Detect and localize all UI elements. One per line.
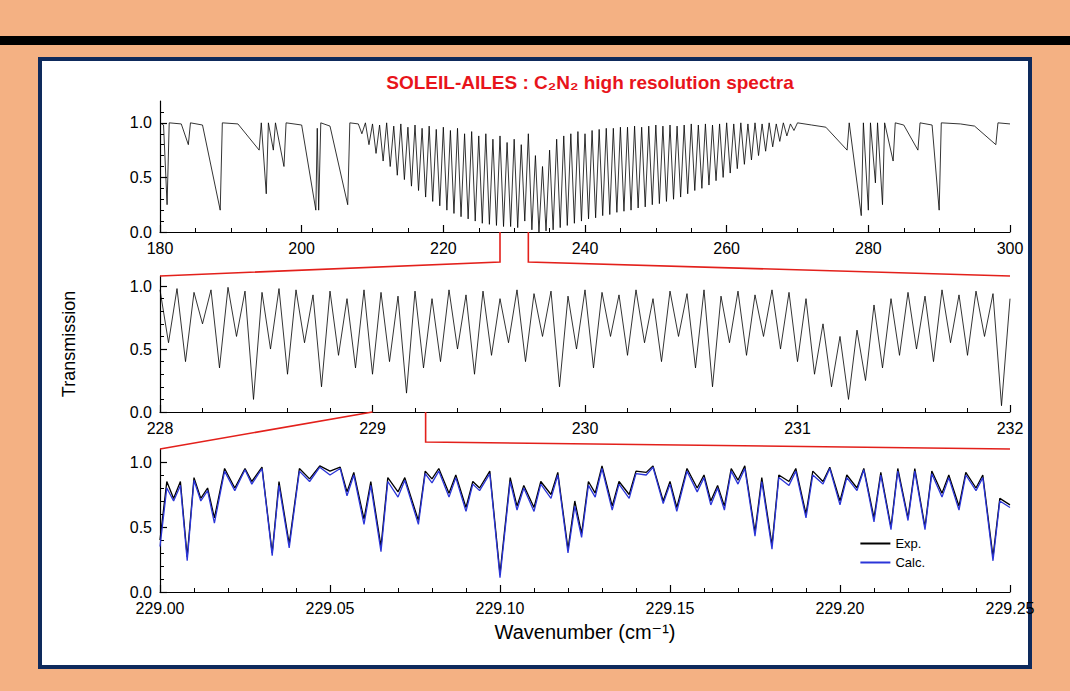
svg-text:260: 260	[713, 240, 740, 257]
svg-text:229.15: 229.15	[646, 600, 695, 617]
svg-text:0.5: 0.5	[130, 169, 152, 186]
svg-text:228: 228	[147, 420, 174, 437]
svg-text:0.0: 0.0	[130, 584, 152, 601]
svg-text:229: 229	[359, 420, 386, 437]
svg-text:240: 240	[572, 240, 599, 257]
svg-text:231: 231	[784, 420, 811, 437]
svg-text:Wavenumber (cm⁻¹): Wavenumber (cm⁻¹)	[495, 621, 676, 643]
svg-text:229.20: 229.20	[816, 600, 865, 617]
svg-text:Calc.: Calc.	[895, 555, 925, 570]
svg-text:1.0: 1.0	[130, 278, 152, 295]
svg-text:Transmission: Transmission	[59, 291, 79, 397]
svg-text:180: 180	[147, 240, 174, 257]
svg-text:0.0: 0.0	[130, 404, 152, 421]
svg-text:300: 300	[997, 240, 1024, 257]
svg-text:0.0: 0.0	[130, 224, 152, 241]
svg-text:220: 220	[430, 240, 457, 257]
svg-text:1.0: 1.0	[130, 114, 152, 131]
svg-text:1.0: 1.0	[130, 454, 152, 471]
svg-text:229.00: 229.00	[136, 600, 185, 617]
svg-text:229.25: 229.25	[986, 600, 1035, 617]
svg-text:Exp.: Exp.	[895, 536, 921, 551]
svg-text:232: 232	[997, 420, 1024, 437]
svg-text:229.10: 229.10	[476, 600, 525, 617]
svg-text:230: 230	[572, 420, 599, 437]
svg-text:280: 280	[855, 240, 882, 257]
svg-text:200: 200	[288, 240, 315, 257]
svg-text:0.5: 0.5	[130, 341, 152, 358]
svg-text:0.5: 0.5	[130, 519, 152, 536]
svg-text:SOLEIL-AILES : C₂N₂ high resol: SOLEIL-AILES : C₂N₂ high resolution spec…	[386, 72, 794, 93]
svg-text:229.05: 229.05	[306, 600, 355, 617]
